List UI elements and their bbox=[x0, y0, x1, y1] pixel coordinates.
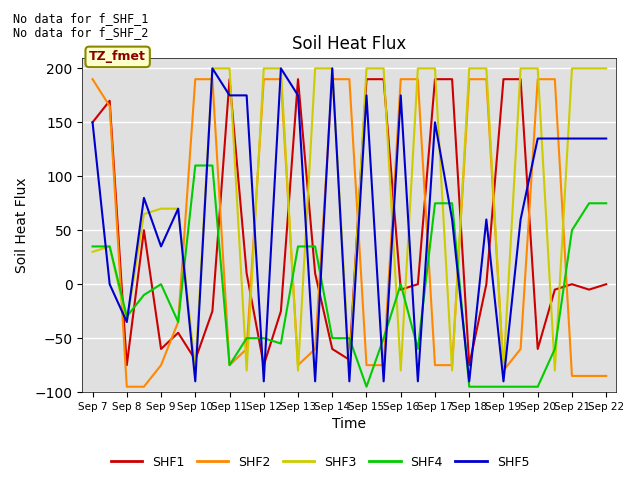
Text: No data for f_SHF_2: No data for f_SHF_2 bbox=[13, 26, 148, 39]
Y-axis label: Soil Heat Flux: Soil Heat Flux bbox=[15, 177, 29, 273]
Text: No data for f_SHF_1: No data for f_SHF_1 bbox=[13, 12, 148, 24]
Text: TZ_fmet: TZ_fmet bbox=[89, 50, 146, 63]
Legend: SHF1, SHF2, SHF3, SHF4, SHF5: SHF1, SHF2, SHF3, SHF4, SHF5 bbox=[106, 451, 534, 474]
X-axis label: Time: Time bbox=[332, 418, 366, 432]
Title: Soil Heat Flux: Soil Heat Flux bbox=[292, 35, 406, 53]
